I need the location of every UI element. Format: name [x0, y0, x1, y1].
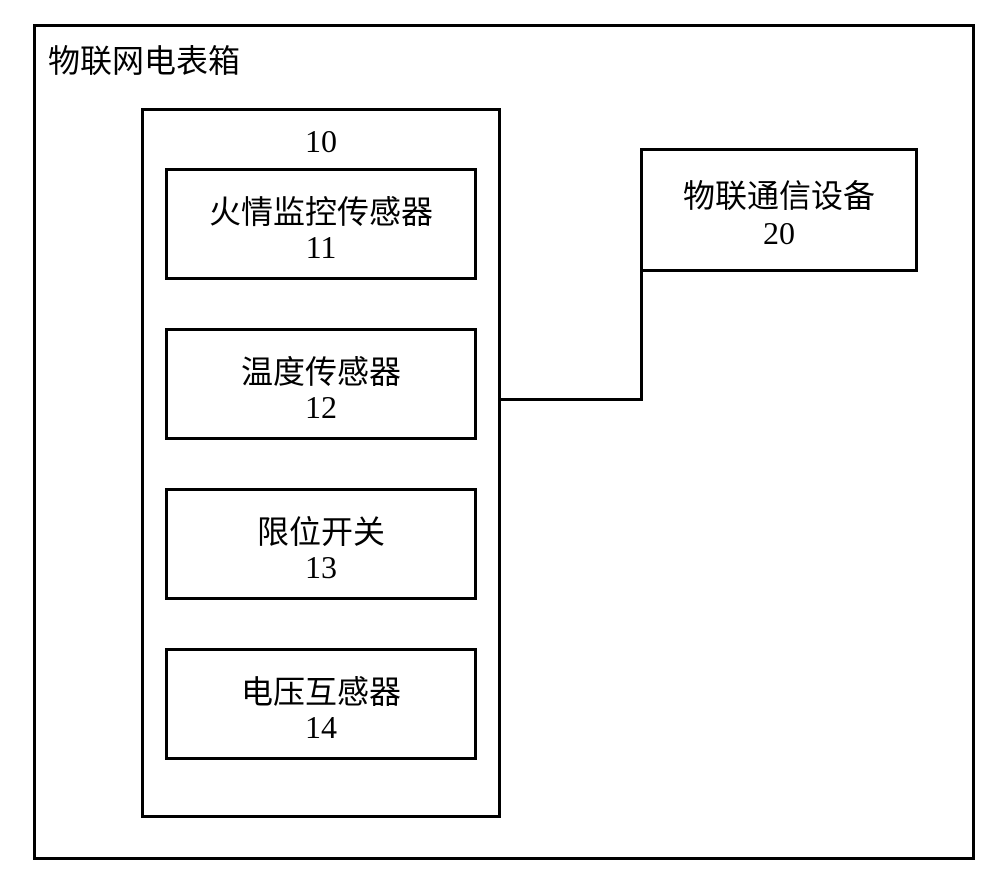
- sensor-item-label: 限位开关: [168, 507, 474, 553]
- sensor-item-box: 火情监控传感器 11: [165, 168, 477, 280]
- sensor-item-box: 限位开关 13: [165, 488, 477, 600]
- sensor-item-number: 14: [168, 709, 474, 746]
- sensor-item-number: 12: [168, 389, 474, 426]
- connector-vertical: [640, 272, 643, 401]
- sensor-item-label: 电压互感器: [168, 667, 474, 713]
- sensor-item-label: 温度传感器: [168, 347, 474, 393]
- sensor-item-number: 13: [168, 549, 474, 586]
- comm-device-box: 物联通信设备 20: [640, 148, 918, 272]
- sensor-item-box: 温度传感器 12: [165, 328, 477, 440]
- sensor-group-number: 10: [144, 123, 498, 160]
- comm-device-number: 20: [643, 215, 915, 252]
- comm-device-label: 物联通信设备: [643, 171, 915, 217]
- sensor-item-label: 火情监控传感器: [168, 187, 474, 233]
- sensor-item-box: 电压互感器 14: [165, 648, 477, 760]
- sensor-item-number: 11: [168, 229, 474, 266]
- connector-horizontal: [501, 398, 643, 401]
- diagram-title: 物联网电表箱: [48, 36, 240, 82]
